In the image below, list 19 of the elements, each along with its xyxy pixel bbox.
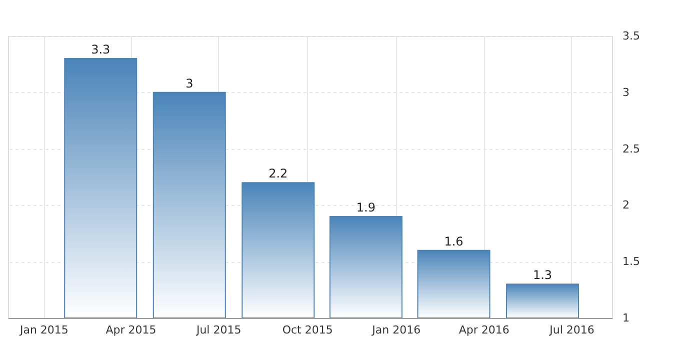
y-tick-label: 3.5 xyxy=(622,30,640,42)
x-tick-label: Jan 2015 xyxy=(18,324,68,336)
y-tick-label: 1 xyxy=(622,312,630,324)
x-tick-label: Jan 2016 xyxy=(371,324,421,336)
data-label: 3 xyxy=(186,76,194,90)
y-tick-label: 2 xyxy=(622,198,630,212)
y-tick-label: 1.5 xyxy=(622,255,640,268)
x-tick-label: Apr 2016 xyxy=(458,324,510,336)
data-label: 3.3 xyxy=(91,42,110,57)
x-tick-label: Jul 2015 xyxy=(195,324,242,336)
x-tick-label: Jul 2016 xyxy=(548,324,594,336)
x-tick-label: Oct 2015 xyxy=(282,324,333,336)
data-label: 1.9 xyxy=(356,200,376,214)
data-label: 1.6 xyxy=(444,234,464,248)
x-tick-label: Apr 2015 xyxy=(106,324,156,336)
y-tick-label: 2.5 xyxy=(622,142,640,156)
data-label: 1.3 xyxy=(532,268,552,282)
y-tick-label: 3 xyxy=(622,86,630,99)
data-label: 2.2 xyxy=(268,166,288,181)
